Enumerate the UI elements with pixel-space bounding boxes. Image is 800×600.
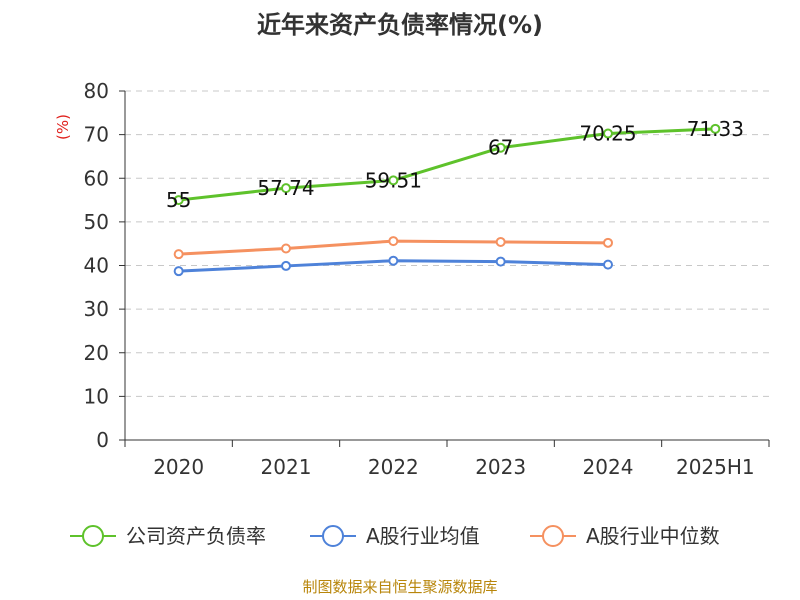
data-labels: 55 57.74 59.51 67 70.25 71.33 (166, 117, 744, 212)
legend-item-0[interactable]: 公司资产负债率 (70, 524, 266, 548)
y-tick-label: 80 (84, 79, 109, 103)
data-point-0-5 (710, 123, 721, 134)
y-tick-label: 0 (96, 428, 109, 452)
x-tick-label: 2023 (475, 455, 526, 479)
axes: 0 10 20 30 40 50 60 70 80 2020 2021 2022 2023 2024 202… (84, 79, 770, 479)
data-point-1-4 (603, 259, 613, 270)
data-point-0-2 (388, 175, 399, 186)
x-tick-label: 2025H1 (676, 455, 755, 479)
data-point-2-3 (495, 236, 506, 247)
legend-label: A股行业均值 (366, 524, 480, 548)
y-tick-label: 20 (84, 341, 109, 365)
legend-item-2[interactable]: A股行业中位数 (530, 524, 720, 548)
y-tick-label: 70 (84, 123, 109, 147)
legend-swatch-marker (542, 525, 564, 547)
data-point-2-2 (388, 236, 399, 247)
data-label: 70.25 (579, 122, 636, 146)
data-point-1-0 (173, 266, 184, 277)
data-label: 55 (166, 188, 191, 212)
gridlines (125, 90, 769, 397)
series-group (173, 123, 721, 277)
y-tick-label: 60 (84, 166, 109, 190)
x-tick-label: 2021 (261, 455, 312, 479)
y-tick-label: 40 (84, 254, 109, 278)
legend-label: 公司资产负债率 (126, 524, 266, 548)
data-point-2-4 (603, 237, 613, 248)
source-note: 制图数据来自恒生聚源数据库 (302, 578, 497, 596)
data-point-2-0 (173, 249, 184, 260)
data-label: 59.51 (365, 168, 422, 192)
y-tick-label: 50 (84, 210, 109, 234)
data-label: 57.74 (257, 176, 314, 200)
y-tick-label: 10 (84, 384, 109, 408)
data-point-2-1 (281, 243, 291, 254)
data-label: 71.33 (687, 117, 744, 141)
x-tick-label: 2020 (153, 455, 204, 479)
legend-swatch-marker (82, 525, 104, 547)
x-tick-label: 2024 (583, 455, 634, 479)
y-tick-label: 30 (84, 297, 109, 321)
legend[interactable]: 公司资产负债率 A股行业均值 A股行业中位数 (70, 524, 720, 548)
x-tick-label: 2022 (368, 455, 419, 479)
data-label: 67 (488, 136, 513, 160)
y-axis-unit-label: (%) (54, 114, 72, 140)
data-point-1-2 (388, 255, 399, 266)
legend-item-1[interactable]: A股行业均值 (310, 524, 480, 548)
data-point-1-1 (281, 260, 291, 271)
legend-label: A股行业中位数 (586, 524, 720, 548)
data-point-0-3 (495, 142, 506, 153)
data-point-0-4 (603, 128, 613, 139)
data-point-1-3 (495, 256, 506, 267)
data-point-0-1 (281, 183, 291, 194)
data-point-0-0 (173, 195, 184, 206)
legend-swatch-marker (322, 525, 344, 547)
series-line-0 (178, 127, 716, 202)
chart-title: 近年来资产负债率情况(%) (257, 11, 543, 39)
